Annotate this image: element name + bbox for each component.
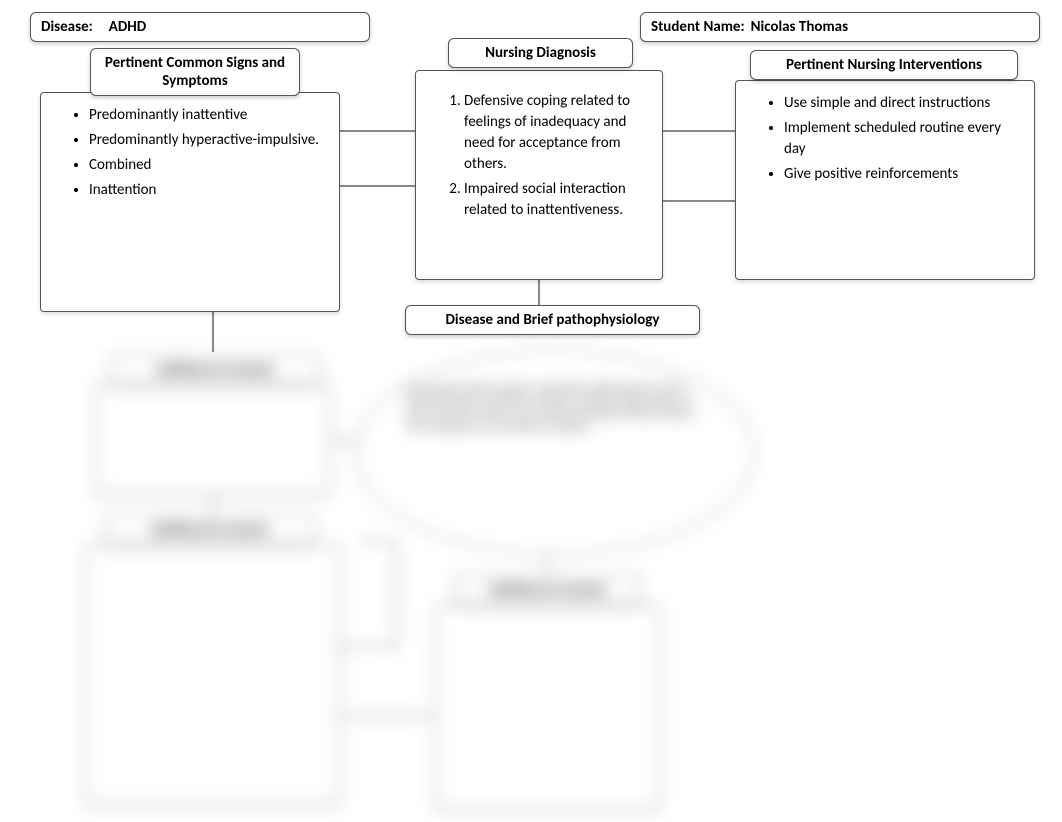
connector (340, 645, 395, 647)
disease-header-box: Disease: ADHD (30, 12, 370, 42)
list-item: Use simple and direct instructions (784, 93, 1018, 114)
blurred-content-1 (95, 385, 330, 495)
connector (360, 540, 395, 542)
interventions-title-box: Pertinent Nursing Interventions (750, 50, 1018, 80)
list-item: Impaired social interaction related to i… (464, 179, 646, 221)
list-item: Combined (89, 155, 323, 176)
blurred-title-3: Additional Content (455, 575, 640, 605)
connector (545, 555, 547, 575)
student-header-box: Student Name: Nicolas Thomas (640, 12, 1040, 42)
list-item: Give positive reinforcements (784, 164, 1018, 185)
signs-content-box: Predominantly inattentive Predominantly … (40, 92, 340, 312)
signs-title-box: Pertinent Common Signs and Symptoms (90, 48, 300, 96)
student-value: Nicolas Thomas (751, 18, 848, 36)
list-item: Inattention (89, 180, 323, 201)
diagnosis-title-box: Nursing Diagnosis (448, 38, 633, 68)
blurred-title-2: Additional Content (105, 515, 315, 545)
disease-label: Disease: (41, 18, 93, 36)
blurred-label: Additional Content (489, 581, 607, 599)
ellipse-text: Lorem ipsum dolor sit amet, consectetur … (406, 381, 694, 433)
connector (340, 715, 435, 717)
blurred-content-3 (435, 605, 660, 810)
blurred-region: Lorem ipsum dolor sit amet, consectetur … (0, 340, 1062, 820)
list-item: Predominantly inattentive (89, 105, 323, 126)
interventions-title: Pertinent Nursing Interventions (786, 56, 982, 74)
diagnosis-title: Nursing Diagnosis (485, 44, 596, 62)
interventions-list: Use simple and direct instructions Imple… (752, 93, 1018, 185)
blurred-label: Additional Content (156, 361, 274, 379)
connector (340, 185, 415, 187)
list-item: Predominantly hyperactive-impulsive. (89, 130, 323, 151)
signs-title: Pertinent Common Signs and Symptoms (101, 54, 289, 90)
disease-value: ADHD (109, 18, 146, 36)
diagnosis-list: Defensive coping related to feelings of … (432, 91, 646, 221)
connector (395, 540, 397, 650)
blurred-label: Additional Content (151, 521, 269, 539)
blurred-content-2 (85, 545, 340, 805)
patho-title: Disease and Brief pathophysiology (445, 311, 659, 329)
patho-title-box: Disease and Brief pathophysiology (405, 305, 700, 335)
connector (340, 130, 415, 132)
connector (663, 200, 735, 202)
interventions-content-box: Use simple and direct instructions Imple… (735, 80, 1035, 280)
student-label: Student Name: (651, 18, 745, 36)
connector (538, 280, 540, 305)
signs-list: Predominantly inattentive Predominantly … (57, 105, 323, 201)
connector (212, 495, 214, 515)
list-item: Implement scheduled routine every day (784, 118, 1018, 160)
connector (212, 312, 214, 352)
patho-ellipse: Lorem ipsum dolor sit amet, consectetur … (355, 350, 755, 555)
connector (663, 130, 735, 132)
list-item: Defensive coping related to feelings of … (464, 91, 646, 175)
diagnosis-content-box: Defensive coping related to feelings of … (415, 70, 663, 280)
blurred-title-1: Additional Content (110, 355, 320, 385)
